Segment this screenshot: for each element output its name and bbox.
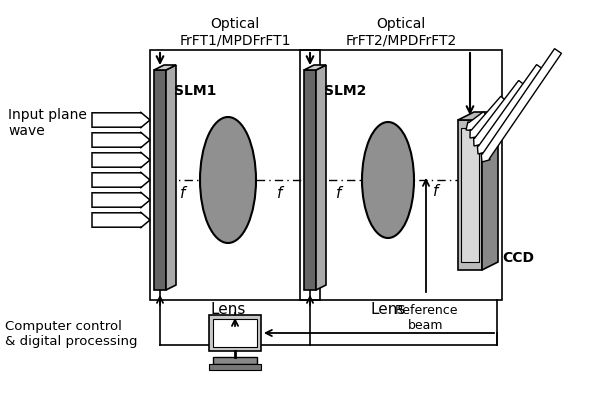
Polygon shape (470, 96, 507, 138)
Bar (458, 120, 482, 270)
Bar (213, 319, 257, 347)
Polygon shape (466, 112, 489, 131)
Text: CCD: CCD (502, 251, 534, 265)
Text: Computer control
& digital processing: Computer control & digital processing (5, 320, 138, 348)
Text: f: f (277, 186, 283, 202)
Text: SLM1: SLM1 (174, 84, 216, 98)
Text: Lens: Lens (370, 302, 406, 317)
Text: Optical
FrFT1/MPDFrFT1: Optical FrFT1/MPDFrFT1 (179, 17, 291, 47)
Text: Reference
beam: Reference beam (394, 304, 458, 332)
Bar (209, 315, 261, 351)
Polygon shape (92, 192, 150, 208)
Polygon shape (166, 65, 176, 290)
Polygon shape (477, 65, 544, 154)
Polygon shape (92, 152, 150, 168)
Polygon shape (154, 65, 176, 70)
Bar (300, 50, 502, 300)
Polygon shape (92, 212, 150, 228)
Polygon shape (304, 65, 326, 70)
Text: Lens: Lens (210, 302, 246, 317)
Bar (213, 357, 257, 364)
Polygon shape (481, 49, 561, 162)
Polygon shape (316, 65, 326, 290)
Bar (150, 50, 320, 300)
Ellipse shape (200, 117, 256, 243)
Bar (154, 70, 166, 290)
Text: f: f (336, 186, 342, 202)
Polygon shape (92, 132, 150, 148)
Bar (461, 128, 479, 262)
Text: SLM2: SLM2 (324, 84, 367, 98)
Ellipse shape (362, 122, 414, 238)
Text: f: f (433, 184, 439, 200)
Text: f: f (181, 186, 186, 202)
Bar (209, 364, 261, 370)
Text: Optical
FrFT2/MPDFrFT2: Optical FrFT2/MPDFrFT2 (345, 17, 457, 47)
Polygon shape (458, 112, 498, 120)
Polygon shape (92, 112, 150, 128)
Polygon shape (474, 81, 525, 146)
Polygon shape (92, 172, 150, 188)
Bar (304, 70, 316, 290)
Polygon shape (482, 112, 498, 270)
Text: Input plane
wave: Input plane wave (8, 108, 87, 138)
